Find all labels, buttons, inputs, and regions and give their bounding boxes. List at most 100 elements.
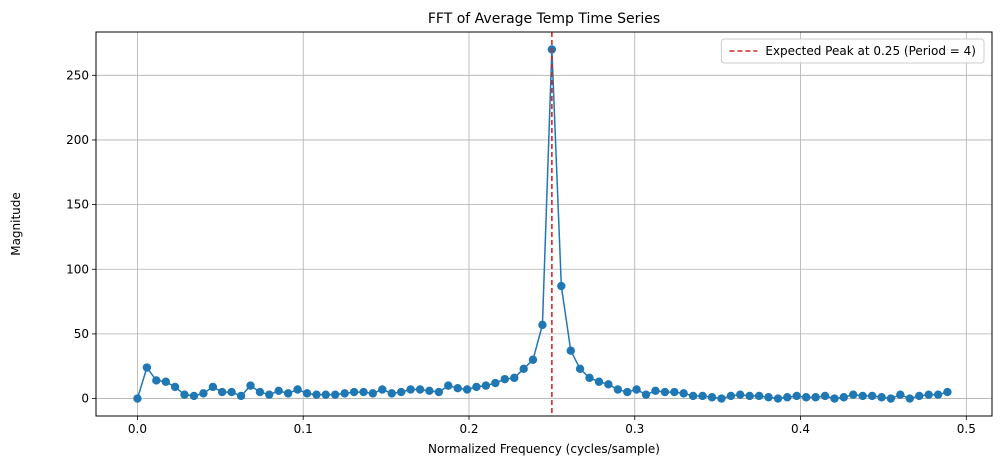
data-point	[462, 385, 472, 394]
y-tick-label: 200	[66, 133, 89, 147]
data-point	[905, 394, 914, 403]
data-point	[707, 393, 717, 402]
y-tick-label: 100	[66, 262, 89, 276]
data-point	[142, 363, 152, 372]
data-point	[849, 390, 858, 399]
data-point	[717, 394, 726, 403]
x-axis-ticks: 0.0 0.1 0.2 0.3 0.4 0.5	[128, 416, 976, 436]
data-point	[208, 382, 218, 392]
data-point	[340, 389, 349, 398]
data-point	[820, 391, 830, 401]
y-axis-label: Magnitude	[9, 192, 23, 256]
data-point	[604, 380, 613, 389]
data-point	[764, 393, 773, 402]
data-point	[566, 346, 575, 355]
data-point	[293, 385, 302, 394]
data-point	[321, 390, 330, 399]
x-tick-label: 0.0	[128, 422, 147, 436]
data-point	[745, 391, 754, 401]
data-point	[886, 394, 896, 403]
data-point	[735, 390, 745, 399]
y-tick-label: 250	[66, 68, 89, 82]
data-point	[698, 391, 707, 401]
data-point	[839, 393, 848, 402]
x-tick-label: 0.1	[294, 422, 313, 436]
y-axis-ticks: 0 50 100 150 200 250	[66, 68, 96, 406]
data-point	[133, 394, 142, 403]
data-point	[538, 320, 547, 330]
data-point	[632, 385, 641, 394]
data-point	[378, 385, 387, 394]
data-point	[528, 355, 538, 364]
data-point	[444, 381, 453, 390]
data-point	[359, 387, 368, 397]
data-point	[472, 382, 481, 392]
data-point	[660, 387, 670, 397]
data-point	[830, 394, 839, 403]
data-point	[943, 387, 952, 397]
data-point	[641, 390, 651, 399]
data-point	[387, 389, 396, 398]
series-layer	[133, 45, 952, 403]
data-point	[623, 387, 632, 397]
data-point	[679, 389, 688, 398]
data-point	[557, 281, 566, 291]
x-tick-label: 0.5	[957, 422, 976, 436]
data-point	[481, 381, 491, 390]
legend: Expected Peak at 0.25 (Period = 4)	[720, 38, 985, 64]
data-point	[152, 376, 161, 385]
x-tick-label: 0.4	[791, 422, 810, 436]
data-point	[754, 391, 764, 401]
data-point	[246, 381, 255, 390]
data-point	[688, 391, 698, 401]
data-point	[500, 374, 509, 384]
data-point	[302, 389, 312, 398]
data-point	[792, 391, 801, 401]
x-tick-label: 0.2	[459, 422, 478, 436]
data-point	[933, 390, 943, 399]
data-point	[349, 387, 359, 397]
data-point	[924, 390, 933, 399]
y-tick-label: 0	[81, 392, 89, 406]
data-point	[274, 386, 283, 395]
data-point	[265, 390, 274, 399]
data-point	[312, 390, 321, 399]
data-point	[867, 391, 877, 401]
data-point	[283, 389, 293, 398]
data-point	[180, 390, 189, 399]
data-point	[594, 377, 604, 386]
data-point	[396, 387, 406, 397]
data-point	[255, 387, 265, 397]
data-point	[877, 393, 886, 402]
data-point	[199, 389, 208, 398]
data-point	[368, 389, 378, 398]
data-point	[651, 386, 660, 395]
data-point	[236, 391, 246, 401]
data-point	[915, 391, 924, 401]
data-point	[896, 390, 905, 399]
data-point	[425, 386, 434, 395]
x-axis-label: Normalized Frequency (cycles/sample)	[428, 442, 660, 456]
data-point	[331, 390, 340, 399]
legend-label-expected-peak: Expected Peak at 0.25 (Period = 4)	[765, 44, 976, 58]
data-point	[613, 385, 623, 394]
data-point	[773, 394, 783, 403]
data-point	[170, 382, 180, 392]
data-point	[415, 385, 425, 394]
data-point	[670, 387, 679, 397]
plot-area-frame	[95, 31, 993, 417]
data-point	[783, 393, 792, 402]
chart-title: FFT of Average Temp Time Series	[428, 11, 660, 27]
y-tick-label: 50	[74, 327, 89, 341]
data-point	[858, 391, 867, 401]
data-point	[811, 393, 820, 402]
data-point	[227, 387, 236, 397]
data-point	[453, 384, 462, 393]
data-point	[510, 373, 519, 383]
x-tick-label: 0.3	[625, 422, 644, 436]
data-point	[434, 387, 444, 397]
data-point	[406, 385, 415, 394]
data-point	[217, 387, 227, 397]
